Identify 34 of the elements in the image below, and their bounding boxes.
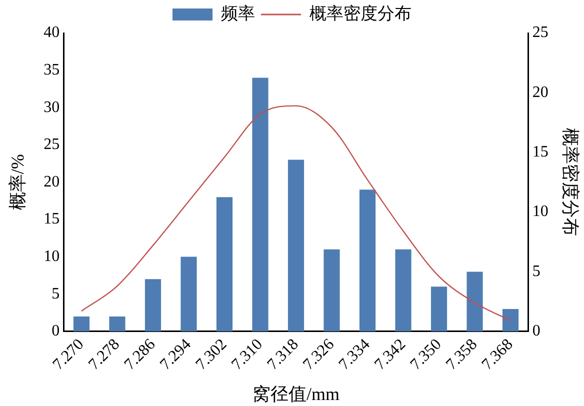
bar <box>288 160 304 332</box>
y2-tick-label: 0 <box>532 322 540 340</box>
y-tick-label: 20 <box>44 173 60 190</box>
y-tick-label: 25 <box>44 136 60 154</box>
bar <box>109 316 126 332</box>
line-series <box>80 105 512 322</box>
x-axis-title: 窝径值/mm <box>252 384 340 404</box>
y-axis-title: 概率/% <box>8 154 28 210</box>
y2-tick-label: 5 <box>532 262 540 280</box>
y2-tick-label: 15 <box>532 144 548 161</box>
bar <box>144 279 162 332</box>
bar <box>359 190 376 332</box>
y-tick-label: 15 <box>44 210 60 228</box>
y2-tick-label: 10 <box>532 203 548 220</box>
bar <box>324 249 340 332</box>
bar <box>466 272 483 332</box>
y2-tick-label: 25 <box>532 24 548 42</box>
bar <box>252 78 268 332</box>
bar <box>73 316 90 332</box>
y-tick-label: 30 <box>44 98 60 116</box>
bar <box>180 256 197 332</box>
bar <box>430 286 448 332</box>
y2-axis-title: 概率密度分布 <box>560 128 580 236</box>
y-tick-label: 35 <box>44 62 60 78</box>
y-tick-label: 0 <box>52 322 60 340</box>
bar <box>216 197 233 332</box>
legend-label: 频率 <box>221 4 255 23</box>
bar <box>502 308 519 332</box>
y-tick-label: 40 <box>44 24 60 42</box>
legend-label: 概率密度分布 <box>310 4 412 23</box>
y-tick-label: 5 <box>52 285 60 302</box>
y-tick-label: 10 <box>44 248 60 265</box>
y2-tick-label: 20 <box>532 84 548 101</box>
bar <box>395 249 412 332</box>
